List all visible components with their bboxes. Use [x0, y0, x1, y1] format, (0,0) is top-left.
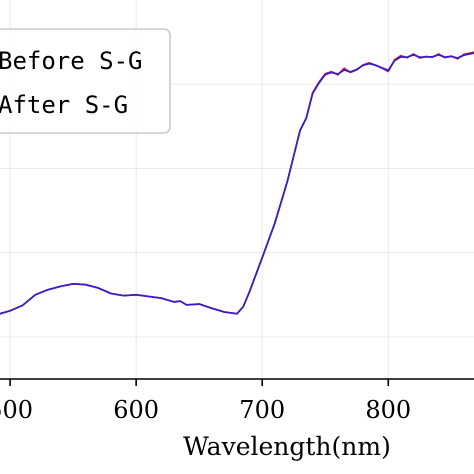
x-tick-label-3: 800: [365, 396, 411, 424]
legend-entry-after-sg: After S-G: [0, 91, 128, 119]
x-tick-label-0: 500: [0, 396, 33, 424]
legend-entry-before-sg: Before S-G: [0, 47, 143, 75]
series-layer: [0, 51, 474, 315]
ticks-layer: 500 600 700 800: [0, 379, 411, 424]
x-tick-label-1: 600: [113, 396, 159, 424]
legend: Before S-G After S-G: [0, 28, 171, 134]
series-line-1: [0, 52, 474, 315]
x-axis-title: Wavelength(nm): [183, 432, 391, 461]
legend-box: [0, 28, 171, 134]
x-tick-label-2: 700: [239, 396, 285, 424]
